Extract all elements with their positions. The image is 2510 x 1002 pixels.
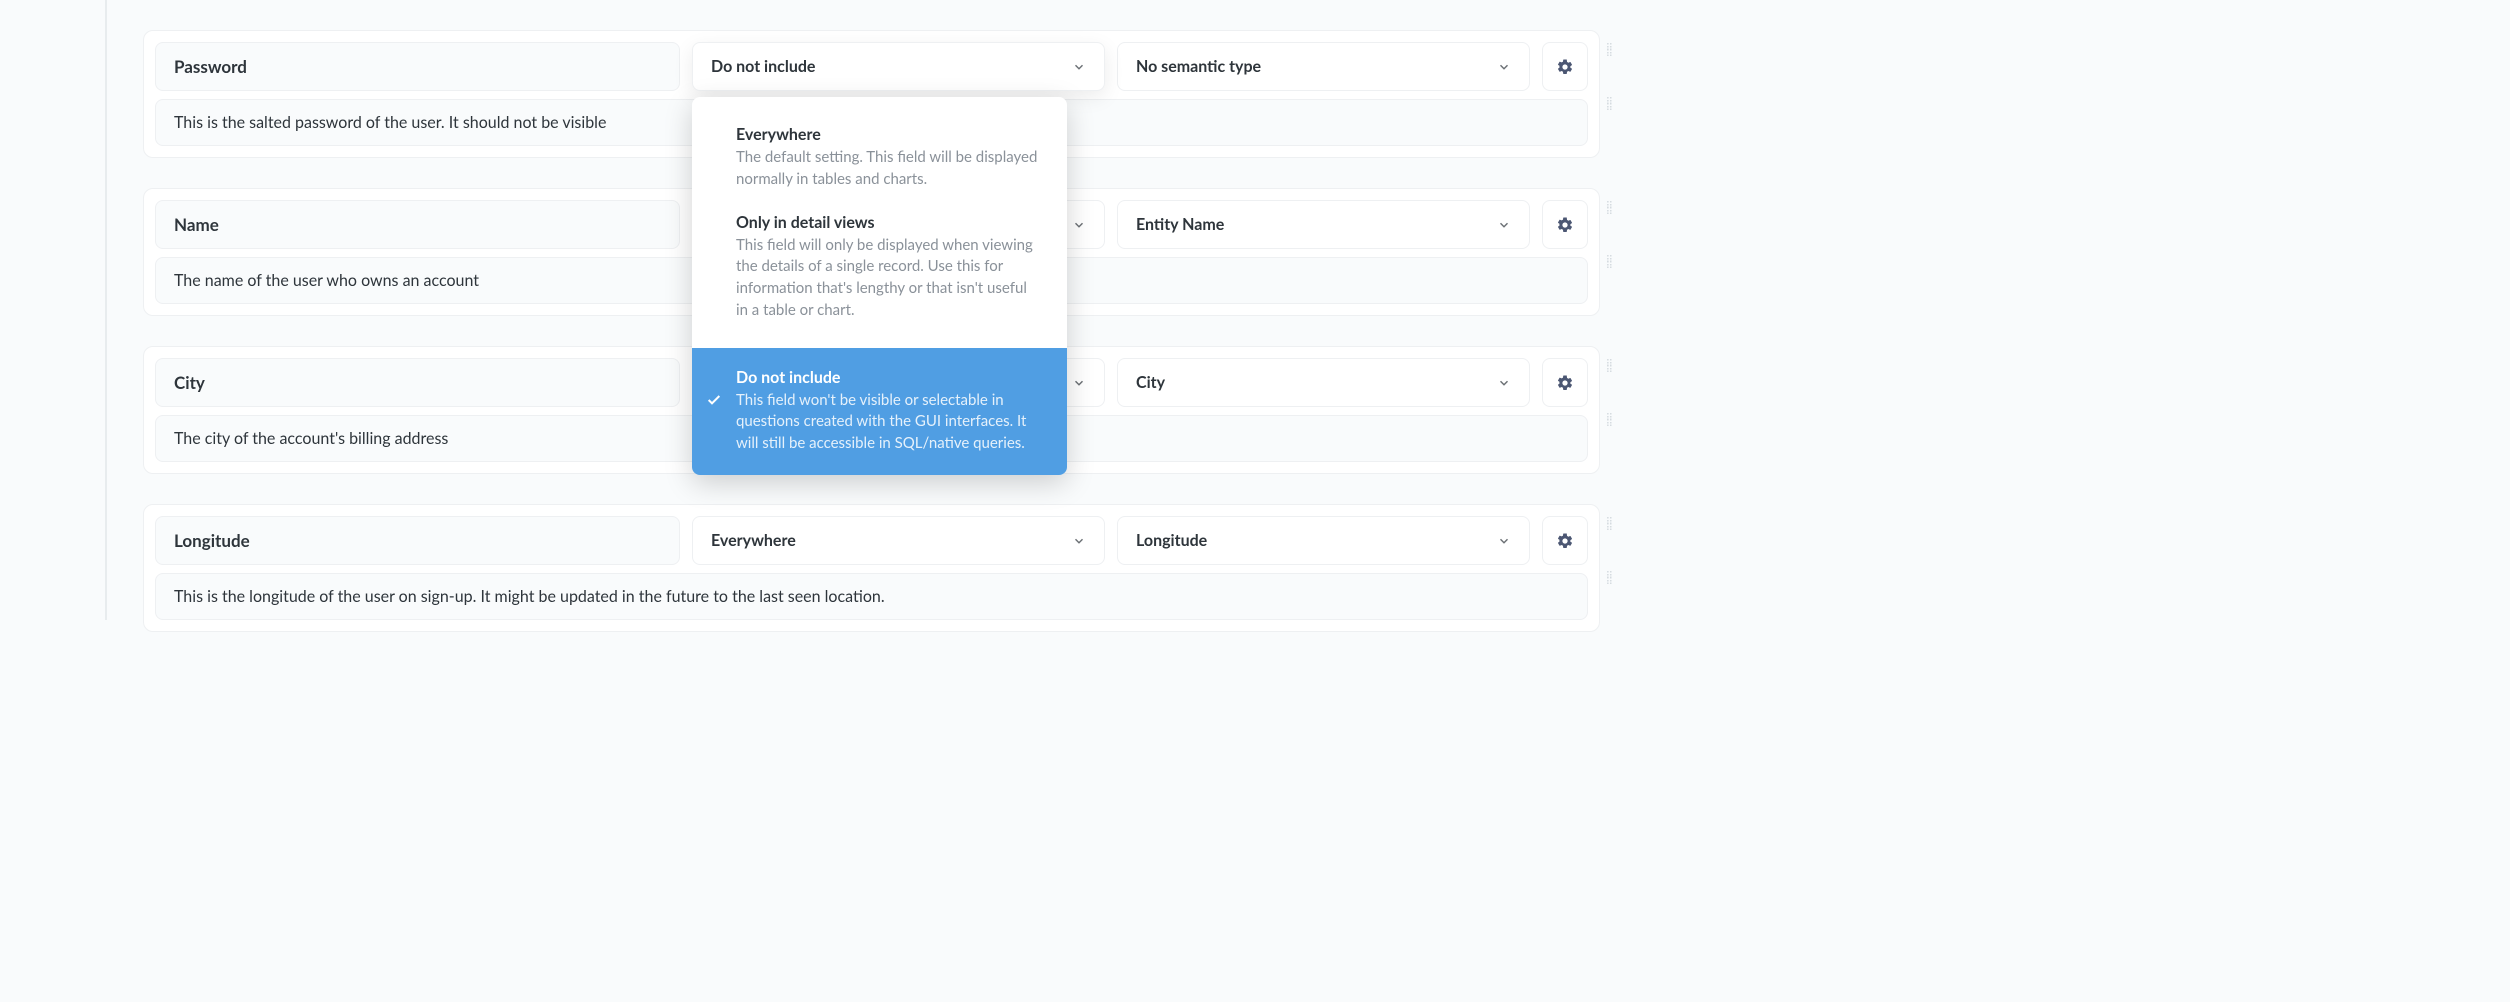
drag-handle-icon[interactable]: ⠿⠿ [1606, 361, 1615, 373]
gear-icon [1556, 374, 1574, 392]
field-name-input[interactable]: Name [155, 200, 680, 249]
chevron-down-icon [1072, 218, 1086, 232]
check-icon [706, 392, 722, 408]
semantic-type-label: Longitude [1136, 531, 1207, 550]
gear-icon [1556, 532, 1574, 550]
chevron-down-icon [1497, 218, 1511, 232]
drag-handle-icon[interactable]: ⠿⠿ [1606, 573, 1615, 585]
chevron-down-icon [1497, 376, 1511, 390]
drag-handle-icon[interactable]: ⠿⠿ [1606, 45, 1615, 57]
semantic-type-select[interactable]: City [1117, 358, 1530, 407]
field-settings-button[interactable] [1542, 516, 1588, 565]
visibility-option-everywhere[interactable]: Everywhere The default setting. This fie… [692, 125, 1067, 213]
field-settings-button[interactable] [1542, 42, 1588, 91]
visibility-option-detail-views[interactable]: Only in detail views This field will onl… [692, 213, 1067, 344]
chevron-down-icon [1497, 60, 1511, 74]
field-name-input[interactable]: City [155, 358, 680, 407]
semantic-type-select[interactable]: No semantic type [1117, 42, 1530, 91]
field-name-input[interactable]: Password [155, 42, 680, 91]
visibility-dropdown: Everywhere The default setting. This fie… [692, 97, 1067, 475]
chevron-down-icon [1497, 534, 1511, 548]
fields-list: Password Do not include No semantic type… [105, 0, 1600, 632]
semantic-type-label: City [1136, 373, 1165, 392]
drag-handle-icon[interactable]: ⠿⠿ [1606, 257, 1615, 269]
drag-handle-icon[interactable]: ⠿⠿ [1606, 415, 1615, 427]
option-title: Only in detail views [736, 213, 1039, 232]
option-description: This field will only be displayed when v… [736, 235, 1039, 322]
option-description: The default setting. This field will be … [736, 147, 1039, 191]
option-title: Do not include [736, 368, 1039, 387]
semantic-type-label: Entity Name [1136, 215, 1224, 234]
field-card: Longitude Everywhere Longitude This is t… [143, 504, 1600, 632]
visibility-select[interactable]: Everywhere [692, 516, 1105, 565]
option-title: Everywhere [736, 125, 1039, 144]
chevron-down-icon [1072, 60, 1086, 74]
visibility-select[interactable]: Do not include [692, 42, 1105, 91]
drag-handle-icon[interactable]: ⠿⠿ [1606, 519, 1615, 531]
semantic-type-select[interactable]: Entity Name [1117, 200, 1530, 249]
gear-icon [1556, 216, 1574, 234]
visibility-select-label: Everywhere [711, 531, 796, 550]
visibility-select-label: Do not include [711, 57, 815, 76]
drag-handle-icon[interactable]: ⠿⠿ [1606, 203, 1615, 215]
visibility-option-do-not-include[interactable]: Do not include This field won't be visib… [692, 348, 1067, 475]
field-name-input[interactable]: Longitude [155, 516, 680, 565]
field-settings-button[interactable] [1542, 200, 1588, 249]
semantic-type-label: No semantic type [1136, 57, 1261, 76]
field-description-input[interactable]: This is the longitude of the user on sig… [155, 573, 1588, 620]
option-description: This field won't be visible or selectabl… [736, 390, 1039, 455]
field-settings-button[interactable] [1542, 358, 1588, 407]
drag-handle-icon[interactable]: ⠿⠿ [1606, 99, 1615, 111]
field-card: Password Do not include No semantic type… [143, 30, 1600, 158]
chevron-down-icon [1072, 534, 1086, 548]
chevron-down-icon [1072, 376, 1086, 390]
gear-icon [1556, 58, 1574, 76]
semantic-type-select[interactable]: Longitude [1117, 516, 1530, 565]
